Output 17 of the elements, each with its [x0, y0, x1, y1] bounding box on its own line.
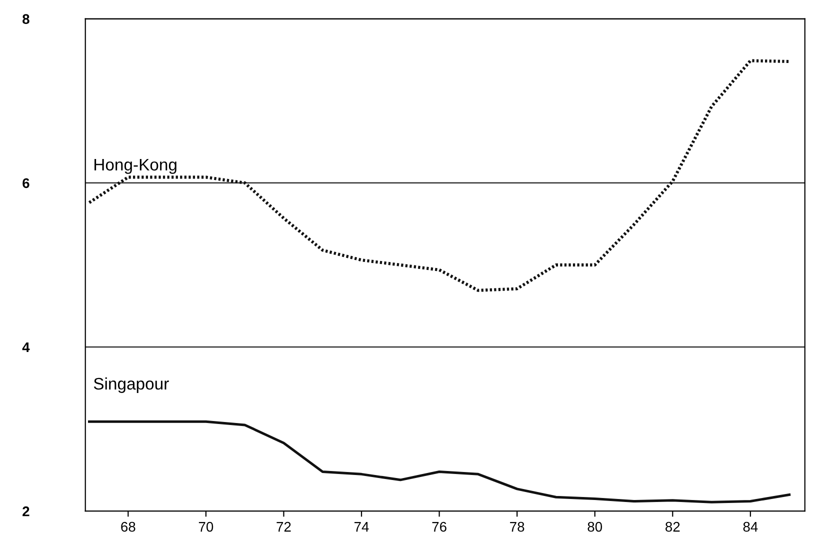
series-label: Singapour: [94, 377, 169, 393]
y-tick-label: 8: [22, 14, 30, 24]
x-tick-label: 84: [743, 522, 758, 532]
x-tick-label: 80: [588, 522, 602, 532]
y-tick-label: 4: [22, 342, 30, 352]
x-tick-label: 70: [198, 522, 214, 532]
x-tick-label: 78: [510, 522, 524, 532]
y-tick-label: 2: [22, 506, 30, 516]
x-tick-label: 76: [432, 522, 446, 532]
series-label: Hong-Kong: [94, 158, 176, 174]
line-series: [88, 59, 791, 292]
line-series: [88, 420, 791, 504]
x-tick-label: 72: [276, 522, 291, 532]
x-tick-label: 74: [354, 522, 369, 532]
x-tick-label: 82: [666, 522, 680, 532]
y-tick-label: 6: [22, 178, 30, 188]
x-tick-label: 68: [121, 522, 136, 532]
